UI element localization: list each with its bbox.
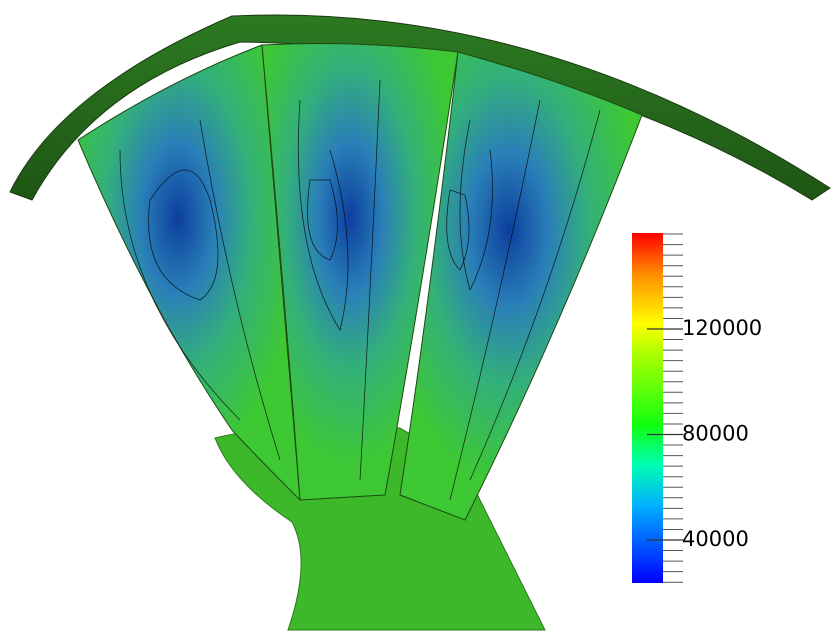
page: 4000080000120000 (() => { const data = J…	[0, 0, 831, 633]
tick-label: 120000	[682, 316, 762, 340]
tick-label: 80000	[682, 422, 749, 446]
visualization: 40000 80000 120000	[0, 0, 831, 633]
blade	[78, 45, 300, 500]
tick-label: 40000	[682, 527, 749, 551]
colorbar-ticks: 40000 80000 120000	[647, 234, 762, 582]
colorbar	[632, 233, 663, 583]
